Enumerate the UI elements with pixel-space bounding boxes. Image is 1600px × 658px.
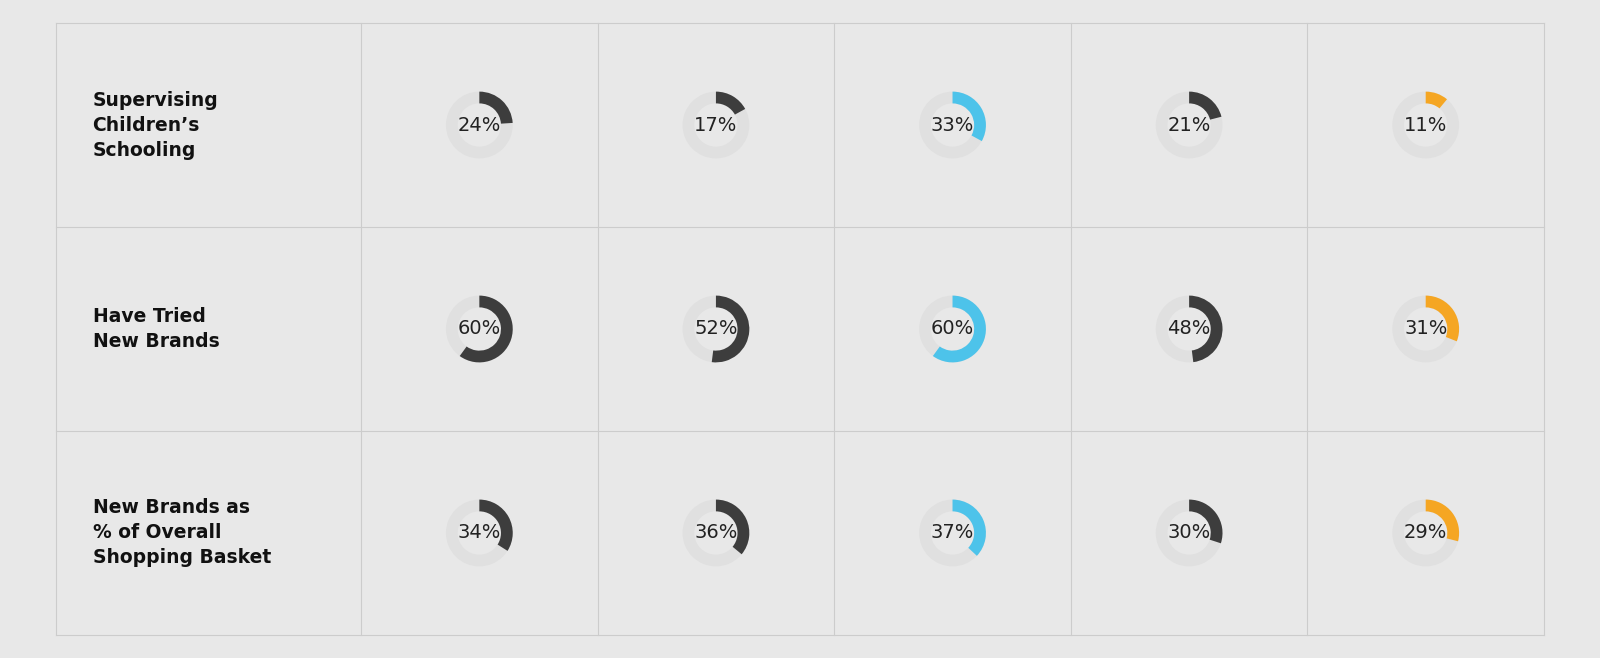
Text: 60%: 60% [931,320,974,338]
Wedge shape [952,91,986,141]
Wedge shape [683,295,749,363]
Wedge shape [1189,295,1222,362]
Text: 24%: 24% [458,116,501,134]
Text: 31%: 31% [1405,320,1448,338]
Wedge shape [933,295,986,363]
Wedge shape [1392,91,1459,159]
Wedge shape [918,499,986,567]
Wedge shape [683,499,749,567]
Wedge shape [1392,295,1459,363]
Text: 33%: 33% [931,116,974,134]
Text: 21%: 21% [1168,116,1211,134]
Wedge shape [715,499,749,554]
Wedge shape [1426,91,1446,109]
Wedge shape [715,91,746,114]
Text: Supervising
Children’s
Schooling: Supervising Children’s Schooling [93,91,218,159]
Text: Have Tried
New Brands: Have Tried New Brands [93,307,219,351]
Wedge shape [683,91,749,159]
Wedge shape [918,295,986,363]
Wedge shape [1426,295,1459,342]
Text: 48%: 48% [1168,320,1211,338]
Text: 11%: 11% [1405,116,1448,134]
Wedge shape [1189,91,1221,120]
Text: 37%: 37% [931,524,974,542]
Text: 34%: 34% [458,524,501,542]
Wedge shape [446,499,512,567]
Wedge shape [446,91,512,159]
Text: 36%: 36% [694,524,738,542]
Wedge shape [918,91,986,159]
Wedge shape [1189,499,1222,544]
Wedge shape [1155,499,1222,567]
Text: 17%: 17% [694,116,738,134]
Wedge shape [480,499,512,551]
Text: New Brands as
% of Overall
Shopping Basket: New Brands as % of Overall Shopping Bask… [93,499,270,567]
Wedge shape [712,295,749,363]
Wedge shape [952,499,986,556]
Wedge shape [1155,295,1222,363]
Wedge shape [459,295,512,363]
Text: 60%: 60% [458,320,501,338]
Wedge shape [1155,91,1222,159]
Wedge shape [1392,499,1459,567]
Text: 29%: 29% [1405,524,1448,542]
Wedge shape [1426,499,1459,542]
Wedge shape [480,91,512,124]
Text: 52%: 52% [694,320,738,338]
Text: 30%: 30% [1168,524,1211,542]
Wedge shape [446,295,512,363]
